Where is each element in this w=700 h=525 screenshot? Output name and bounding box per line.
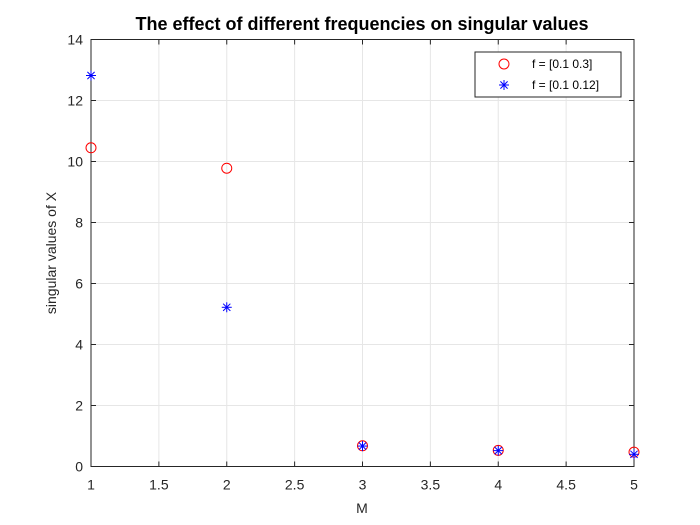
x-tick-label: 1: [87, 477, 95, 493]
y-tick-label: 14: [67, 32, 83, 48]
legend-marker-series-1: [498, 58, 510, 70]
y-tick-label: 8: [75, 215, 83, 231]
series-2-point: [221, 302, 232, 313]
series-2-point: [357, 441, 368, 452]
series-1-point: [85, 142, 97, 154]
x-tick-label: 3: [359, 477, 367, 493]
y-tick-label: 0: [75, 459, 83, 475]
y-tick-label: 10: [67, 154, 83, 170]
data-markers: [85, 70, 640, 460]
x-tick-label: 4: [494, 477, 502, 493]
legend-label-series-1: f = [0.1 0.3]: [532, 57, 592, 71]
legend: f = [0.1 0.3] f = [0.1 0.12]: [474, 51, 622, 98]
x-tick-label: 1.5: [149, 477, 169, 493]
y-tick-label: 12: [67, 93, 83, 109]
series-2-point: [629, 449, 639, 460]
x-tick-label: 2.5: [285, 477, 305, 493]
x-tick-label: 3.5: [421, 477, 441, 493]
series-1-point: [221, 162, 233, 174]
grid: [91, 39, 634, 467]
series-2-point: [86, 70, 96, 81]
x-tick-label: 4.5: [556, 477, 576, 493]
y-tick-label: 6: [75, 276, 83, 292]
series-2-point: [493, 445, 504, 456]
ticks: [90, 39, 635, 467]
y-axis-label: singular values of X: [43, 191, 59, 314]
y-tick-label: 2: [75, 398, 83, 414]
legend-label-series-2: f = [0.1 0.12]: [532, 78, 599, 92]
y-tick-label: 4: [75, 337, 83, 353]
chart-title: The effect of different frequencies on s…: [135, 14, 588, 34]
x-axis-label: M: [356, 500, 368, 516]
legend-box: [474, 51, 622, 98]
x-tick-labels: 1 1.5 2 2.5 3 3.5 4 4.5 5: [87, 477, 638, 493]
y-tick-labels: 0 2 4 6 8 10 12 14: [67, 32, 83, 475]
x-tick-label: 2: [223, 477, 231, 493]
x-tick-label: 5: [630, 477, 638, 493]
legend-marker-series-2: [499, 80, 509, 90]
